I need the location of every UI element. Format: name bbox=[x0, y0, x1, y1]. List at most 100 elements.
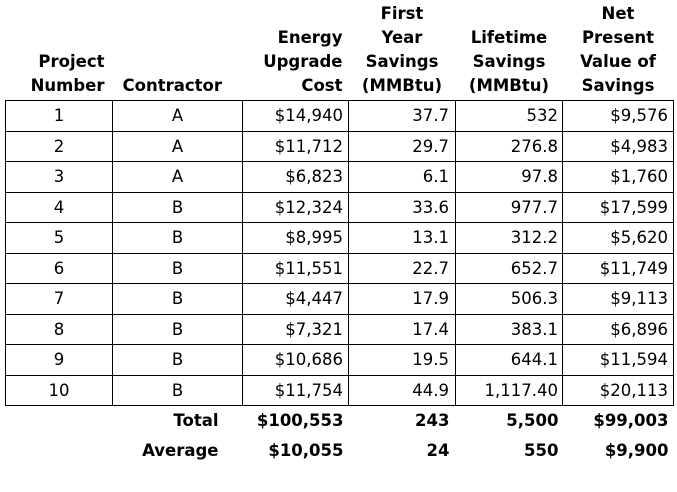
cell-npv-savings: $11,749 bbox=[562, 252, 674, 284]
average-first-year-savings: 24 bbox=[426, 441, 450, 460]
cell-energy-upgrade-cost: $11,712 bbox=[242, 130, 349, 162]
cell-contractor: B bbox=[112, 313, 243, 345]
header-line: Cost bbox=[301, 76, 343, 95]
cell-project-number: 2 bbox=[5, 130, 113, 162]
table-row: 10 B $11,754 44.9 1,117.40 $20,113 bbox=[5, 374, 674, 406]
header-line: Savings bbox=[365, 52, 439, 71]
total-lifetime-savings: 5,500 bbox=[506, 411, 559, 430]
cell-contractor: A bbox=[112, 161, 243, 193]
cell-lifetime-savings: 652.7 bbox=[455, 252, 563, 284]
header-line: Number bbox=[30, 76, 105, 95]
header-line: Project bbox=[38, 52, 105, 71]
cell-first-year-savings: 33.6 bbox=[348, 191, 456, 223]
cell-lifetime-savings: 383.1 bbox=[455, 313, 563, 345]
cell-contractor: B bbox=[112, 191, 243, 223]
cell-npv-savings: $11,594 bbox=[562, 344, 674, 376]
cell-first-year-savings: 6.1 bbox=[348, 161, 456, 193]
cell-lifetime-savings: 506.3 bbox=[455, 283, 563, 315]
header-line: Present bbox=[581, 28, 655, 47]
average-energy-upgrade-cost: $10,055 bbox=[268, 441, 344, 460]
cell-energy-upgrade-cost: $4,447 bbox=[242, 283, 349, 315]
table-row: 2 A $11,712 29.7 276.8 $4,983 bbox=[5, 130, 674, 162]
cell-npv-savings: $17,599 bbox=[562, 191, 674, 223]
cell-energy-upgrade-cost: $8,995 bbox=[242, 222, 349, 254]
header-line: Lifetime bbox=[470, 28, 548, 47]
cell-npv-savings: $9,576 bbox=[562, 100, 674, 132]
header-line: Savings bbox=[472, 52, 546, 71]
cell-project-number: 7 bbox=[5, 283, 113, 315]
cell-contractor: B bbox=[112, 374, 243, 406]
header-line: Net bbox=[601, 4, 635, 23]
cell-project-number: 9 bbox=[5, 344, 113, 376]
total-spacer bbox=[6, 406, 113, 437]
table-body: 1 A $14,940 37.7 532 $9,576 2 A $11,712 … bbox=[5, 100, 674, 406]
header-row: Project Number Contractor Energy Upgrade Co… bbox=[6, 0, 674, 101]
table-row: 6 B $11,551 22.7 652.7 $11,749 bbox=[5, 252, 674, 284]
cell-first-year-savings: 13.1 bbox=[348, 222, 456, 254]
cell-contractor: B bbox=[112, 252, 243, 284]
cell-lifetime-savings: 97.8 bbox=[455, 161, 563, 193]
cell-project-number: 4 bbox=[5, 191, 113, 223]
header-project-number: Project Number bbox=[6, 0, 113, 101]
table-row: 9 B $10,686 19.5 644.1 $11,594 bbox=[5, 344, 674, 376]
header-line: Upgrade bbox=[263, 52, 343, 71]
cell-lifetime-savings: 532 bbox=[455, 100, 563, 132]
header-first-year-savings: First Year Savings (MMBtu) bbox=[349, 0, 456, 101]
cell-contractor: A bbox=[112, 100, 243, 132]
table-row: 8 B $7,321 17.4 383.1 $6,896 bbox=[5, 313, 674, 345]
cell-energy-upgrade-cost: $12,324 bbox=[242, 191, 349, 223]
cell-energy-upgrade-cost: $14,940 bbox=[242, 100, 349, 132]
table-row: 3 A $6,823 6.1 97.8 $1,760 bbox=[5, 161, 674, 193]
cell-project-number: 3 bbox=[5, 161, 113, 193]
cell-energy-upgrade-cost: $7,321 bbox=[242, 313, 349, 345]
table-row: 5 B $8,995 13.1 312.2 $5,620 bbox=[5, 222, 674, 254]
header-line: Contractor bbox=[122, 76, 223, 95]
total-row: Total $100,553 243 5,500 $99,003 bbox=[6, 406, 674, 437]
cell-project-number: 8 bbox=[5, 313, 113, 345]
cell-npv-savings: $9,113 bbox=[562, 283, 674, 315]
cell-contractor: B bbox=[112, 344, 243, 376]
cell-energy-upgrade-cost: $11,754 bbox=[242, 374, 349, 406]
table-row: 4 B $12,324 33.6 977.7 $17,599 bbox=[5, 191, 674, 223]
header-line: Year bbox=[381, 28, 423, 47]
cell-npv-savings: $4,983 bbox=[562, 130, 674, 162]
average-label: Average bbox=[142, 441, 219, 460]
cell-first-year-savings: 22.7 bbox=[348, 252, 456, 284]
total-first-year-savings: 243 bbox=[415, 411, 450, 430]
total-label: Total bbox=[173, 411, 219, 430]
cell-first-year-savings: 29.7 bbox=[348, 130, 456, 162]
cell-energy-upgrade-cost: $11,551 bbox=[242, 252, 349, 284]
cell-project-number: 10 bbox=[5, 374, 113, 406]
project-savings-table: Project Number Contractor Energy Upgrade Co… bbox=[5, 0, 674, 466]
cell-lifetime-savings: 644.1 bbox=[455, 344, 563, 376]
average-row: Average $10,055 24 550 $9,900 bbox=[6, 436, 674, 466]
header-npv-savings: Net Present Value of Savings bbox=[563, 0, 674, 101]
header-line: Savings bbox=[581, 76, 655, 95]
cell-contractor: B bbox=[112, 222, 243, 254]
cell-first-year-savings: 17.9 bbox=[348, 283, 456, 315]
average-npv-savings: $9,900 bbox=[604, 441, 669, 460]
cell-project-number: 5 bbox=[5, 222, 113, 254]
header-energy-upgrade-cost: Energy Upgrade Cost bbox=[243, 0, 349, 101]
total-npv-savings: $99,003 bbox=[593, 411, 669, 430]
cell-npv-savings: $6,896 bbox=[562, 313, 674, 345]
cell-lifetime-savings: 1,117.40 bbox=[455, 374, 563, 406]
cell-first-year-savings: 17.4 bbox=[348, 313, 456, 345]
table-row: 7 B $4,447 17.9 506.3 $9,113 bbox=[5, 283, 674, 315]
header-line: Value of bbox=[580, 52, 656, 71]
header-line: (MMBtu) bbox=[468, 76, 550, 95]
cell-npv-savings: $5,620 bbox=[562, 222, 674, 254]
average-lifetime-savings: 550 bbox=[524, 441, 559, 460]
cell-contractor: B bbox=[112, 283, 243, 315]
cell-lifetime-savings: 977.7 bbox=[455, 191, 563, 223]
header-lifetime-savings: Lifetime Savings (MMBtu) bbox=[456, 0, 563, 101]
cell-first-year-savings: 37.7 bbox=[348, 100, 456, 132]
cell-npv-savings: $20,113 bbox=[562, 374, 674, 406]
total-energy-upgrade-cost: $100,553 bbox=[256, 411, 344, 430]
header-contractor: Contractor bbox=[113, 0, 243, 101]
cell-project-number: 1 bbox=[5, 100, 113, 132]
header-line: Energy bbox=[277, 28, 343, 47]
cell-npv-savings: $1,760 bbox=[562, 161, 674, 193]
cell-project-number: 6 bbox=[5, 252, 113, 284]
header-line: First bbox=[380, 4, 424, 23]
